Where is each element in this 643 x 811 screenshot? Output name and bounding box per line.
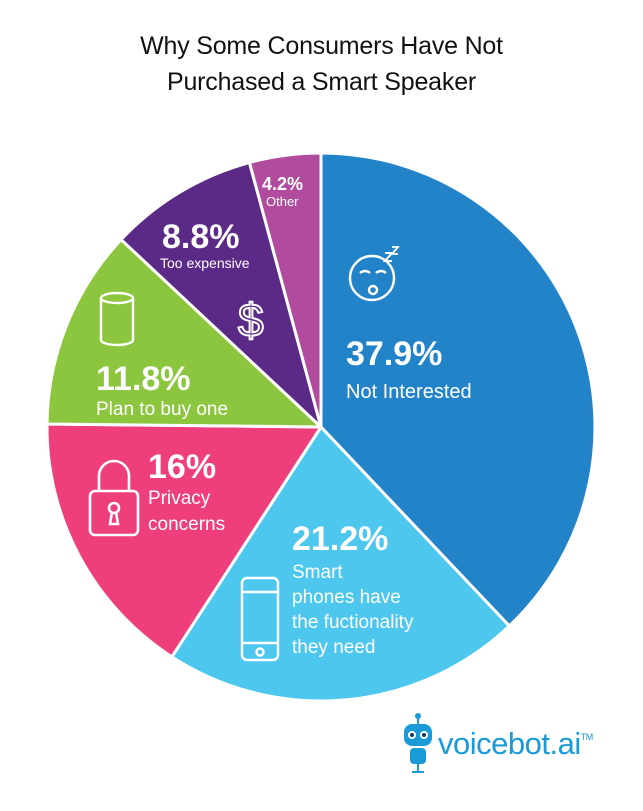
pie-slice-0 (319, 151, 597, 628)
slice-category-label: Privacy (148, 488, 211, 509)
logo-wordmark: voicebot.ai (438, 726, 581, 761)
robot-icon (404, 713, 432, 773)
slice-category-label: Not Interested (346, 381, 472, 403)
slice-category-label: Too expensive (160, 255, 250, 271)
slice-value-label: 4.2% (262, 174, 303, 194)
pie-slice-4 (119, 161, 323, 429)
slice-category-label: they need (292, 637, 375, 658)
pie-slice-1 (170, 425, 511, 703)
slice-category-label: Plan to buy one (96, 399, 228, 420)
logo-trademark: TM (580, 732, 594, 742)
slice-value-label: 37.9% (346, 335, 442, 373)
slice-category-label: the fuctionality (292, 612, 414, 633)
pie-slice-3 (45, 238, 323, 429)
slice-category-label: Smart (292, 562, 343, 583)
slice-value-label: 21.2% (292, 520, 388, 558)
slice-value-label: 11.8% (96, 360, 191, 398)
dollar-sign-icon: $ (238, 294, 264, 346)
pie-slice-5 (247, 151, 323, 429)
slice-category-label: concerns (148, 514, 225, 535)
logo-text: voicebot.aiTM (438, 726, 593, 762)
slice-value-label: 8.8% (162, 218, 240, 256)
smart-speaker-icon (99, 291, 135, 347)
chart-title: Why Some Consumers Have Not Purchased a … (0, 28, 643, 100)
pie-slice-2 (45, 422, 323, 659)
sleeping-face-icon (348, 246, 400, 302)
slice-category-label: phones have (292, 587, 401, 608)
slice-value-label: 16% (148, 448, 216, 486)
pie-slices (45, 151, 597, 703)
smartphone-icon (240, 576, 280, 662)
voicebot-logo: voicebot.aiTM (398, 712, 628, 782)
chart-title-line-1: Why Some Consumers Have Not (140, 32, 503, 60)
chart-title-line-2: Purchased a Smart Speaker (166, 68, 477, 96)
padlock-icon (88, 459, 140, 537)
slice-category-label: Other (266, 194, 299, 209)
